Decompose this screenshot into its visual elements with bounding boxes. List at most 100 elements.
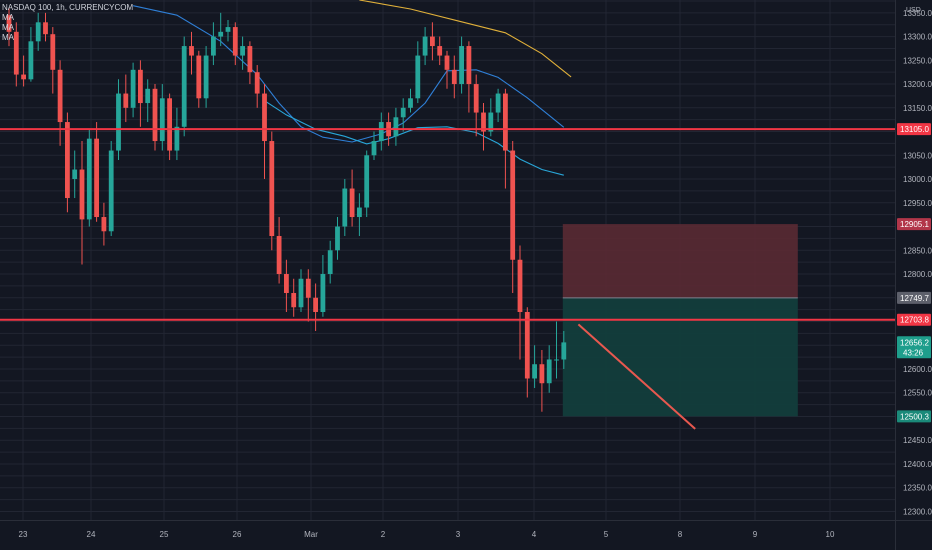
candle-body (459, 46, 464, 85)
candle-body (327, 250, 333, 275)
candle-body (539, 364, 545, 384)
indicator-label-3[interactable]: MA (2, 33, 14, 42)
y-tick-label: 12400.0 (903, 460, 932, 469)
candle-body (430, 36, 435, 47)
candle-body (211, 36, 216, 56)
stop-price-badge-bg (897, 218, 931, 231)
candle-body (86, 138, 92, 220)
candle-body (145, 88, 151, 104)
candle-body (218, 31, 224, 37)
candle-body (517, 259, 523, 312)
candle-body (57, 69, 63, 123)
candle-body (28, 41, 34, 80)
y-tick-label: 12550.0 (903, 389, 932, 398)
candle-body (415, 55, 421, 99)
x-tick-label: 3 (456, 530, 461, 539)
x-tick-label: 10 (826, 530, 835, 539)
candle-body (524, 312, 530, 379)
candle-body (101, 217, 107, 232)
candle-body (189, 46, 194, 56)
y-tick-label: 13250.0 (903, 56, 932, 65)
stop-price-badge: 12905.1 (900, 220, 929, 229)
take-profit-zone[interactable] (562, 297, 798, 417)
level-price-badge-bg (897, 313, 931, 326)
candle-body (181, 46, 187, 127)
last-price-badge-bg (897, 336, 931, 359)
projection-line[interactable] (577, 323, 696, 430)
y-tick-label: 12850.0 (903, 246, 932, 255)
chart-legend: NASDAQ 100, 1h, CURRENCYCOM MA MA MA (2, 3, 133, 43)
candle-body (269, 141, 275, 237)
candle-body (437, 46, 443, 56)
candle-body (481, 112, 486, 132)
x-tick-label: 8 (678, 530, 683, 539)
candle-body (108, 150, 114, 232)
x-tick-label: 24 (87, 530, 96, 539)
y-tick-label: 12800.0 (903, 270, 932, 279)
candle-body (378, 122, 384, 142)
candle-body (451, 69, 457, 85)
y-tick-label: 13350.0 (903, 9, 932, 18)
time-axis[interactable]: 23 24 25 26 Mar 2 3 4 5 8 9 10 (19, 530, 835, 539)
candle-body (225, 27, 231, 32)
y-tick-label: 13050.0 (903, 151, 932, 160)
candle-body (159, 98, 165, 142)
y-tick-label: 12950.0 (903, 199, 932, 208)
candle-body (116, 93, 121, 151)
candle-body (291, 293, 297, 308)
candle-body (305, 278, 311, 298)
candle-body (6, 15, 12, 32)
x-tick-label: 9 (753, 530, 758, 539)
candle-body (313, 297, 318, 312)
candle-body (167, 98, 172, 151)
x-tick-label: 23 (19, 530, 28, 539)
target-price-badge-bg (897, 410, 931, 423)
candle-body (254, 72, 260, 94)
candle-body (152, 88, 158, 142)
horizontal-levels[interactable] (0, 128, 895, 321)
candle-body (546, 359, 552, 384)
candle-body (495, 93, 501, 113)
candle-body (130, 69, 136, 108)
stop-loss-zone[interactable] (562, 224, 798, 298)
candle-body (400, 107, 406, 118)
y-tick-label: 12300.0 (903, 507, 932, 516)
x-tick-label: 4 (532, 530, 537, 539)
candle-body (196, 55, 202, 99)
candle-body (408, 98, 413, 108)
candle-body (561, 342, 567, 360)
x-tick-label: 5 (604, 530, 609, 539)
indicator-label-1[interactable]: MA (2, 13, 14, 22)
x-tick-label: 2 (381, 530, 386, 539)
last-price-badge: 12656.2 (900, 338, 929, 347)
candle-body (532, 364, 537, 379)
level-price-badge: 13105.0 (900, 125, 929, 134)
position-zones[interactable] (562, 224, 798, 417)
projection-arrow-line[interactable] (577, 323, 696, 430)
candle-body (123, 93, 129, 108)
candle-body (364, 155, 370, 208)
candle-body (503, 93, 508, 151)
candle-body (393, 117, 399, 137)
candle-body (320, 274, 326, 312)
candle-body (510, 150, 516, 260)
candle-body (262, 93, 267, 142)
entry-price-badge: 12749.7 (900, 294, 929, 303)
x-tick-label: Mar (304, 530, 318, 539)
y-tick-label: 13200.0 (903, 80, 932, 89)
candle-body (65, 122, 70, 199)
candle-body (488, 112, 494, 132)
candle-body (422, 36, 428, 56)
candle-body (335, 226, 340, 251)
symbol-title[interactable]: NASDAQ 100, 1h, CURRENCYCOM (2, 3, 134, 12)
candle-body (35, 22, 41, 42)
target-price-badge: 12500.3 (900, 412, 929, 421)
candle-body (284, 274, 289, 294)
y-tick-label: 13000.0 (903, 175, 932, 184)
y-tick-label: 12350.0 (903, 484, 932, 493)
candle-body (444, 55, 450, 70)
price-axis[interactable]: 13350.0 13300.0 13250.0 13200.0 13150.0 13050… (897, 9, 932, 517)
ma-short-line (264, 100, 564, 176)
indicator-label-2[interactable]: MA (2, 23, 14, 32)
